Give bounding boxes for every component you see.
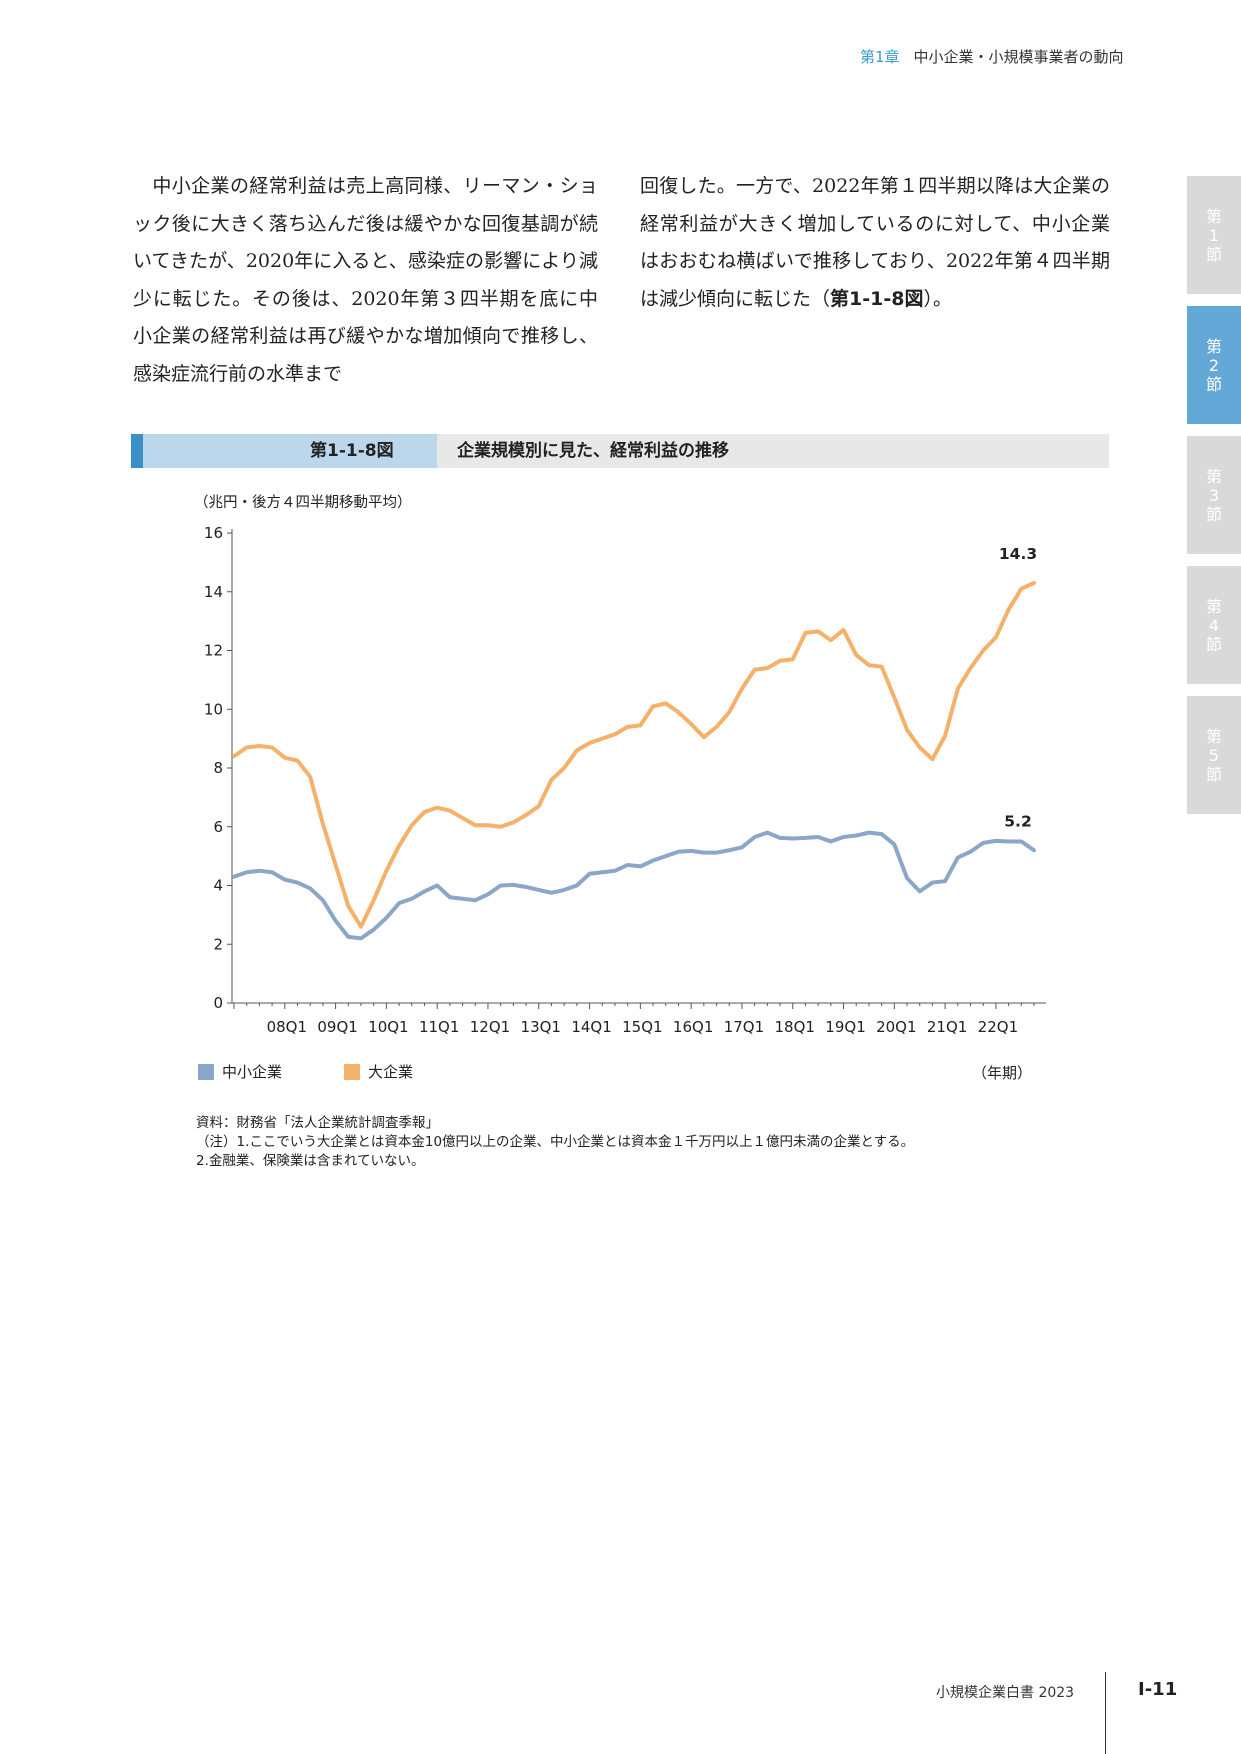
x-tick-label: 18Q1	[775, 1018, 815, 1036]
y-tick-label: 14	[204, 583, 223, 601]
chapter-title: 中小企業・小規模事業者の動向	[913, 48, 1124, 66]
note-1: （注）1.ここでいう大企業とは資本金10億円以上の企業、中小企業とは資本金１千万…	[196, 1134, 915, 1150]
legend-swatch-large	[344, 1063, 361, 1080]
y-tick-label: 12	[204, 642, 223, 660]
note-2: 2.金融業、保険業は含まれていない。	[196, 1153, 425, 1169]
y-tick-label: 0	[213, 994, 223, 1012]
figure-header-stripe	[131, 434, 143, 468]
y-tick-label: 16	[204, 524, 223, 542]
x-tick-label: 08Q1	[267, 1018, 307, 1036]
x-tick-label: 17Q1	[724, 1018, 764, 1036]
page-number: Ⅰ-11	[1138, 1679, 1178, 1700]
running-header: 第1章 中小企業・小規模事業者の動向	[860, 46, 1124, 67]
x-axis-label: （年期）	[972, 1064, 1033, 1082]
series-line-large	[232, 580, 1036, 929]
y-axis-label: （兆円・後方４四半期移動平均）	[194, 494, 412, 511]
figure-reference[interactable]: 第1-1-8図	[830, 287, 924, 310]
series-line-sme	[232, 830, 1036, 941]
y-tick-label: 2	[213, 935, 223, 953]
chart-legend: 中小企業 大企業	[198, 1061, 475, 1082]
chart-svg: （兆円・後方４四半期移動平均） 0 2 4 6 8 10 12 14 16 08Q1 09Q1 10…	[194, 494, 1046, 1036]
figure-number: 第1-1-8図	[143, 434, 437, 468]
legend-label-sme: 中小企業	[222, 1063, 283, 1081]
x-tick-label: 12Q1	[470, 1018, 510, 1036]
end-label-large: 14.3	[999, 545, 1037, 563]
figure-notes: 資料：財務省「法人企業統計調査季報」 （注）1.ここでいう大企業とは資本金10億…	[196, 1114, 914, 1171]
body-text-left: 中小企業の経常利益は売上高同様、リーマン・ショック後に大きく落ち込んだ後は緩やか…	[133, 168, 598, 393]
x-tick-label: 20Q1	[876, 1018, 916, 1036]
x-tick-label: 14Q1	[571, 1018, 611, 1036]
footer-book-title: 小規模企業白書 2023	[936, 1685, 1075, 1701]
end-labels: 5.2 14.3	[999, 545, 1037, 830]
x-tick-label: 09Q1	[317, 1018, 357, 1036]
legend-item-sme: 中小企業	[198, 1061, 282, 1082]
x-tick-label: 15Q1	[622, 1018, 662, 1036]
x-tick-label: 13Q1	[521, 1018, 561, 1036]
legend-item-large: 大企業	[344, 1061, 413, 1082]
x-tick-label: 22Q1	[978, 1018, 1018, 1036]
figure-title: 企業規模別に見た、経常利益の推移	[457, 441, 729, 461]
y-tick-label: 4	[213, 877, 223, 895]
end-label-sme: 5.2	[1004, 812, 1031, 830]
y-axis: 0 2 4 6 8 10 12 14 16	[204, 524, 233, 1012]
series-lines	[232, 580, 1036, 941]
x-tick-label: 10Q1	[368, 1018, 408, 1036]
body-text-right: 回復した。一方で、2022年第１四半期以降は大企業の経常利益が大きく増加している…	[640, 168, 1110, 318]
line-chart: （兆円・後方４四半期移動平均） 0 2 4 6 8 10 12 14 16 08Q1 09Q1 10…	[180, 480, 1060, 1100]
footer-divider	[1105, 1672, 1106, 1754]
legend-label-large: 大企業	[368, 1063, 414, 1081]
x-axis: 08Q1 09Q1 10Q1 11Q1 12Q1 13Q1 14Q1 15Q1 16Q1 17Q1…	[232, 1002, 1046, 1036]
paragraph-left: 中小企業の経常利益は売上高同様、リーマン・ショック後に大きく落ち込んだ後は緩やか…	[133, 175, 598, 385]
chapter-number: 第1章	[860, 48, 900, 66]
paragraph-right: 回復した。一方で、2022年第１四半期以降は大企業の経常利益が大きく増加している…	[640, 175, 1110, 310]
x-tick-label: 16Q1	[673, 1018, 713, 1036]
x-tick-label: 19Q1	[825, 1018, 865, 1036]
source-note: 資料：財務省「法人企業統計調査季報」	[196, 1115, 439, 1131]
figure-header: 第1-1-8図 企業規模別に見た、経常利益の推移	[131, 434, 1109, 468]
y-tick-label: 10	[204, 700, 223, 718]
x-tick-label: 11Q1	[419, 1018, 459, 1036]
legend-swatch-sme	[198, 1063, 214, 1080]
y-tick-label: 8	[213, 759, 223, 777]
y-tick-label: 6	[213, 818, 223, 836]
x-tick-label: 21Q1	[927, 1018, 967, 1036]
